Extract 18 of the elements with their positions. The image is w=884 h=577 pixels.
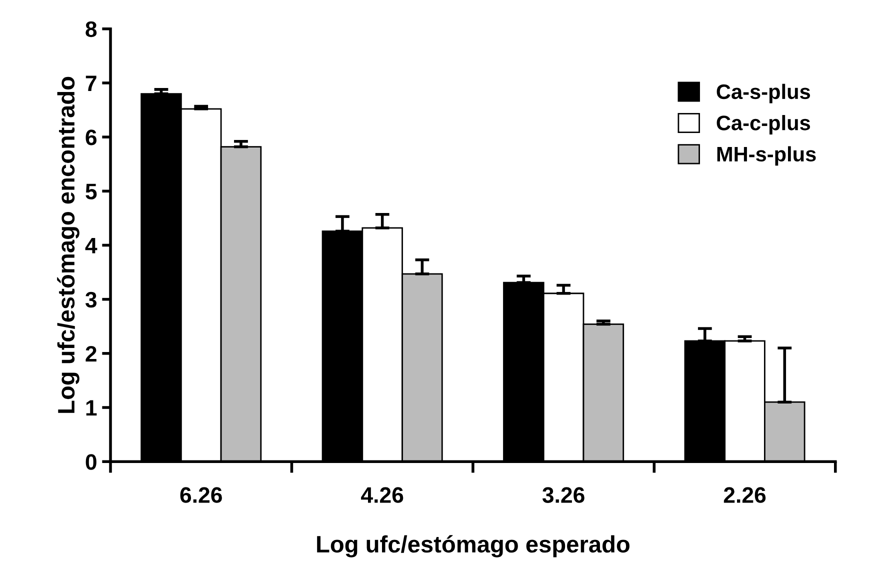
- legend-label: Ca-c-plus: [716, 115, 810, 134]
- y-tick-label: 3: [85, 292, 97, 308]
- y-tick-label: 1: [86, 400, 97, 416]
- y-tick-label: 5: [86, 184, 97, 200]
- x-tick-label: 2.26: [724, 487, 766, 503]
- y-tick-label: 6: [86, 130, 97, 146]
- x-axis-title: Log ufc/estómago esperado: [317, 535, 630, 558]
- y-tick-label: 8: [86, 21, 97, 38]
- y-axis-title: Log ufc/estómago encontrado: [57, 76, 80, 413]
- y-tick-label: 4: [85, 238, 98, 254]
- legend-label: Ca-s-plus: [716, 84, 810, 104]
- y-tick-label: 2: [86, 346, 96, 362]
- x-tick-label: 4.26: [361, 487, 404, 503]
- y-tick-label: 7: [86, 76, 96, 91]
- x-tick-label: 3.26: [542, 487, 584, 503]
- x-tick-label: 6.26: [180, 487, 222, 503]
- legend-label: MH-s-plus: [717, 146, 816, 166]
- y-tick-label: 0: [86, 454, 96, 470]
